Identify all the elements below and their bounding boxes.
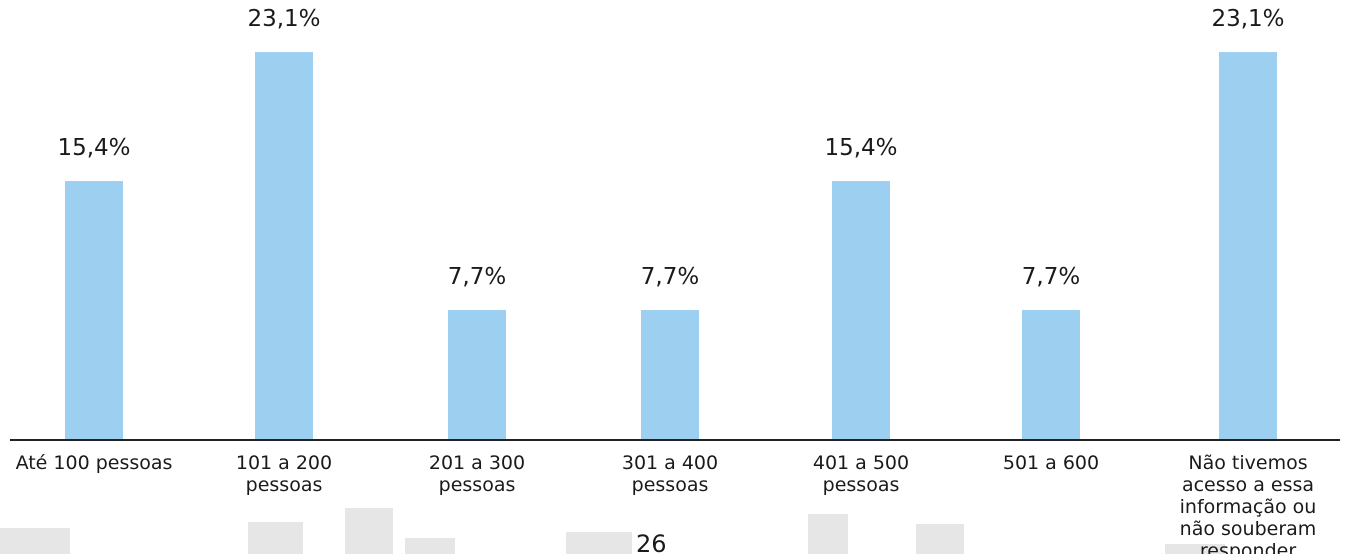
value-label: 23,1%	[247, 6, 321, 33]
category-label: 401 a 500 pessoas	[812, 452, 910, 496]
value-label: 7,7%	[1021, 264, 1081, 291]
bar	[1219, 52, 1277, 439]
bar	[641, 310, 699, 439]
bar	[65, 181, 123, 440]
category-label: 201 a 300 pessoas	[428, 452, 526, 496]
value-label: 15,4%	[57, 135, 131, 162]
page-number: 26	[636, 530, 667, 554]
value-label: 15,4%	[824, 135, 898, 162]
bar	[1022, 310, 1080, 439]
value-label: 7,7%	[640, 264, 700, 291]
decoration	[0, 508, 1225, 554]
category-label: 501 a 600	[1002, 452, 1100, 474]
category-label: Não tivemos acesso a essa informação ou …	[1179, 452, 1317, 554]
category-label: Até 100 pessoas	[15, 452, 173, 474]
value-label: 23,1%	[1211, 6, 1285, 33]
value-label: 7,7%	[447, 264, 507, 291]
category-label: 101 a 200 pessoas	[235, 452, 333, 496]
category-label: 301 a 400 pessoas	[621, 452, 719, 496]
bar	[255, 52, 313, 439]
bar	[832, 181, 890, 440]
bar	[448, 310, 506, 439]
